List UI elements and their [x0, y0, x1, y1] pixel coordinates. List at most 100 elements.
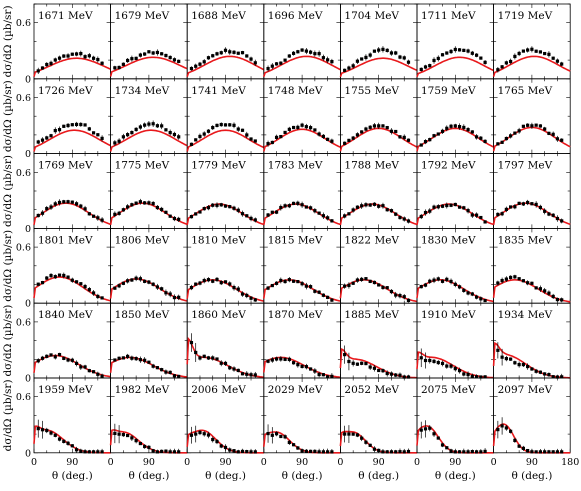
data-point — [445, 446, 449, 450]
data-point — [91, 370, 96, 374]
data-point — [240, 292, 245, 296]
data-point — [245, 293, 249, 298]
data-point — [62, 356, 66, 360]
data-point — [87, 288, 91, 292]
data-point — [428, 209, 432, 213]
panel-label: 1840 MeV — [38, 309, 93, 321]
data-point — [96, 133, 100, 137]
data-point — [49, 205, 53, 209]
panel-label: 1885 MeV — [344, 309, 399, 321]
data-point — [526, 48, 530, 52]
data-point — [309, 126, 313, 130]
data-point — [462, 450, 466, 454]
y-tick-label: 0 — [25, 299, 31, 310]
data-point — [547, 52, 551, 56]
data-point — [479, 56, 483, 60]
data-point — [406, 298, 411, 303]
data-point — [394, 373, 398, 377]
data-point — [538, 287, 543, 291]
data-point — [534, 450, 538, 454]
data-point — [270, 358, 274, 362]
data-point — [232, 50, 236, 54]
panel-label: 2097 MeV — [498, 384, 553, 396]
data-point — [87, 369, 91, 373]
data-point — [398, 215, 402, 220]
data-point — [521, 279, 525, 283]
data-point — [87, 127, 91, 131]
data-point — [526, 200, 530, 205]
data-point — [321, 214, 325, 218]
data-point — [372, 447, 377, 451]
data-point — [70, 52, 74, 56]
data-point — [147, 50, 151, 54]
data-point — [151, 201, 155, 206]
model-curve — [186, 129, 265, 152]
data-point — [504, 207, 508, 211]
data-point — [160, 52, 164, 56]
data-point — [462, 206, 466, 210]
panel-label: 1765 MeV — [498, 85, 553, 97]
data-point — [500, 424, 504, 428]
data-point — [436, 132, 440, 136]
data-point — [351, 281, 355, 285]
data-point — [126, 205, 130, 209]
data-point — [87, 212, 91, 216]
data-point — [130, 57, 134, 61]
data-point — [398, 55, 402, 59]
data-point — [121, 208, 125, 212]
data-point — [138, 53, 142, 57]
data-point — [479, 375, 483, 379]
data-point — [160, 368, 164, 372]
data-point — [496, 281, 500, 285]
data-point — [440, 279, 445, 283]
data-point — [194, 350, 198, 355]
data-point — [70, 358, 74, 362]
data-point — [330, 219, 334, 223]
data-point — [283, 58, 287, 62]
data-point — [57, 200, 62, 205]
data-point — [462, 372, 466, 376]
data-point — [394, 450, 398, 454]
data-point — [453, 367, 457, 371]
data-point — [138, 125, 142, 129]
data-point — [151, 364, 155, 368]
data-point — [172, 132, 177, 137]
data-point — [223, 204, 228, 208]
data-point — [509, 357, 513, 361]
x-axis-label: θ (deg.) — [52, 470, 93, 482]
data-point — [330, 374, 334, 378]
data-point — [296, 201, 300, 205]
data-point — [100, 61, 104, 65]
data-point — [100, 136, 104, 140]
data-point — [40, 356, 45, 360]
data-point — [87, 54, 91, 58]
panel-label: 1870 MeV — [268, 309, 323, 321]
data-point — [219, 51, 223, 55]
data-point — [279, 278, 283, 283]
data-point — [168, 450, 172, 454]
data-point — [445, 364, 449, 368]
data-point — [113, 141, 117, 145]
data-point — [117, 65, 121, 70]
data-point — [66, 441, 70, 445]
data-point — [232, 367, 236, 371]
data-point — [228, 50, 232, 54]
data-point — [551, 56, 555, 60]
data-point — [117, 356, 121, 360]
data-point — [509, 275, 513, 280]
data-point — [364, 440, 368, 444]
data-point — [517, 51, 521, 56]
data-point — [160, 124, 164, 128]
data-point — [474, 53, 479, 57]
data-point — [440, 129, 445, 133]
data-point — [389, 129, 394, 133]
data-point — [143, 201, 147, 205]
data-point — [453, 124, 457, 128]
data-point — [394, 293, 398, 297]
data-point — [228, 205, 232, 209]
x-axis-label: θ (deg.) — [358, 470, 399, 482]
data-point — [70, 123, 74, 127]
data-point — [245, 133, 249, 137]
data-point — [300, 364, 304, 369]
